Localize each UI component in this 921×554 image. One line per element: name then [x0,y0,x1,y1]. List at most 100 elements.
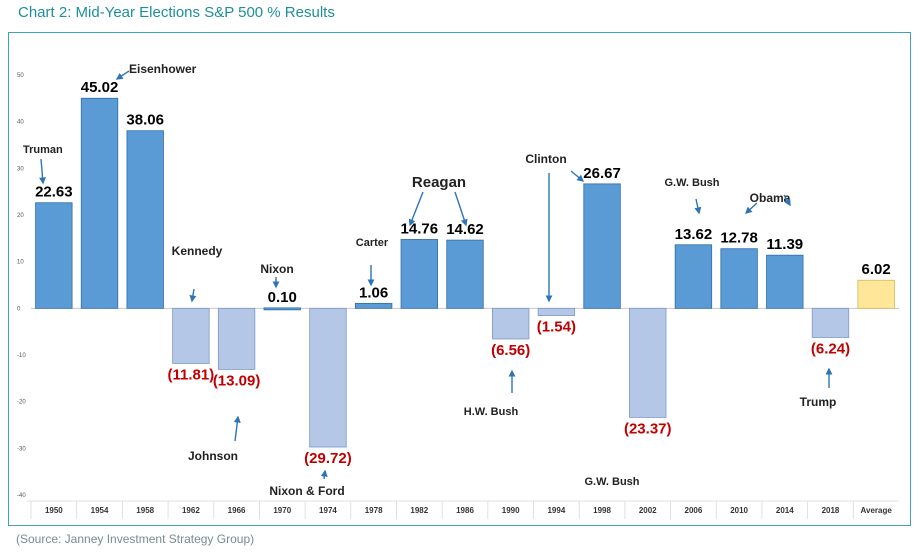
x-tick-label-1974: 1974 [319,506,337,515]
y-tick-label-10: 10 [17,260,24,266]
annotation-nixon-ford-1974: Nixon & Ford [269,484,344,498]
bar-2014 [766,254,804,309]
bar-1978 [354,302,393,309]
x-tick-label-1962: 1962 [182,506,200,515]
value-label-2006: 13.62 [675,226,713,243]
bar-1962 [172,307,210,364]
y-tick-label-20: 20 [17,213,24,219]
source-note: (Source: Janney Investment Strategy Grou… [16,532,255,546]
annotation-g-w-bush-2006: G.W. Bush [665,177,720,189]
annotation-arrow-2006-0 [694,198,702,215]
x-tick-label-2002: 2002 [639,506,657,515]
x-tick-label-2006: 2006 [685,506,703,515]
annotation-johnson-1966: Johnson [188,449,238,463]
annotation-arrow-1974-0 [320,469,328,480]
annotation-h-w-bush-1990: H.W. Bush [464,406,519,418]
y-tick-label-10: -10 [17,353,26,359]
value-label-1990: (6.56) [491,342,530,359]
bar-2018 [811,307,850,338]
bar-series [35,97,895,448]
annotation-trump-2018: Trump [800,395,837,409]
value-label-1994: (1.54) [537,319,576,336]
x-tick-label-1954: 1954 [91,506,109,515]
annotation-arrow-2010-extra [783,194,791,207]
x-tick-label-1978: 1978 [365,506,383,515]
annotation-kennedy-1962: Kennedy [172,244,223,258]
x-tick-label-1958: 1958 [136,506,154,515]
y-tick-label-30: -30 [17,446,26,452]
bar-1966 [217,307,256,370]
x-tick-label-1990: 1990 [502,506,520,515]
bar-1986 [446,239,484,309]
bar-1954 [80,97,119,309]
annotation-truman-1950: Truman [23,144,63,156]
bar-1998 [583,183,621,309]
bar-1990 [492,307,530,340]
bar-1958 [126,130,164,309]
x-tick-label-average: Average [861,506,893,515]
y-tick-label-0: 0 [17,306,21,312]
annotation-arrow-1962-0 [189,288,197,303]
x-tick-label-1970: 1970 [273,506,291,515]
x-tick-label-1950: 1950 [45,506,63,515]
bar-average [857,279,895,309]
bar-2006 [674,244,713,309]
bar-2010 [720,248,758,309]
value-label-1966: (13.09) [213,372,261,389]
value-label-2018: (6.24) [811,340,850,357]
annotation-reagan-1982: Reagan [412,174,466,191]
bar-1994 [537,307,576,316]
x-tick-label-1994: 1994 [547,506,565,515]
y-tick-label-50: 50 [17,73,24,79]
y-tick-label-30: 30 [17,166,24,172]
bar-1950 [35,202,73,309]
value-label-1986: 14.62 [446,221,484,238]
value-label-2002: (23.37) [624,420,672,437]
value-label-2010: 12.78 [720,230,758,247]
annotation-arrow-1950-0 [39,158,47,185]
value-label-2014: 11.39 [766,236,803,253]
value-label-1974: (29.72) [304,450,352,467]
bar-1970 [263,307,301,311]
chart-frame: 50 40 30 20 10 0 -10 -20 -30 -40 22.63 45.02 38.06(… [8,32,911,526]
y-tick-label-40: 40 [17,120,24,126]
annotation-arrow-1982-0 [408,191,424,227]
value-label-1958: 38.06 [126,112,164,129]
value-label-1978: 1.06 [359,284,388,301]
annotation-arrow-1982-1 [454,191,468,227]
value-label-1970: 0.10 [268,289,297,306]
annotation-carter-1978: Carter [356,237,389,249]
annotation-eisenhower-1954: Eisenhower [129,62,197,76]
president-annotations: Truman Eisenhower Kennedy Johnson Nixon Nixon… [23,62,836,498]
value-label-1962: (11.81) [168,366,215,383]
x-tick-label-2018: 2018 [822,506,840,515]
value-label-1998: 26.67 [583,165,621,182]
y-tick-label-40: -40 [17,493,26,499]
annotation-nixon-1970: Nixon [260,262,293,276]
annotation-obama-2010: Obama [750,191,791,205]
x-tick-label-2010: 2010 [730,506,748,515]
x-tick-label-1982: 1982 [410,506,428,515]
x-axis: 1950 1954 1958 1962 1966 1970 1974 1978 1982 1986… [27,500,899,519]
annotation-clinton-1994: Clinton [525,152,566,166]
annotation-arrow-1966-0 [233,415,241,442]
value-labels: 22.63 45.02 38.06 (11.81)(13.09) 0.10 (29.72)… [35,79,891,467]
value-label-1954: 45.02 [81,79,119,96]
annotation-arrow-1994-extra [570,170,585,182]
bar-1974 [309,307,347,448]
x-tick-label-1998: 1998 [593,506,611,515]
bar-2002 [629,307,667,418]
annotation-g-w-bush-2002: G.W. Bush [585,476,640,488]
value-label-average: 6.02 [862,261,891,278]
y-tick-label-20: -20 [17,400,26,406]
chart-heading: Chart 2: Mid-Year Elections S&P 500 % Re… [18,4,335,21]
value-label-1982: 14.76 [401,220,439,237]
value-label-1950: 22.63 [35,184,73,201]
annotation-arrow-2010-0 [744,202,758,214]
annotation-arrow-1954-0 [115,70,130,80]
x-tick-label-1986: 1986 [456,506,474,515]
x-tick-label-1966: 1966 [228,506,246,515]
bar-1982 [400,239,438,309]
x-tick-label-2014: 2014 [776,506,794,515]
